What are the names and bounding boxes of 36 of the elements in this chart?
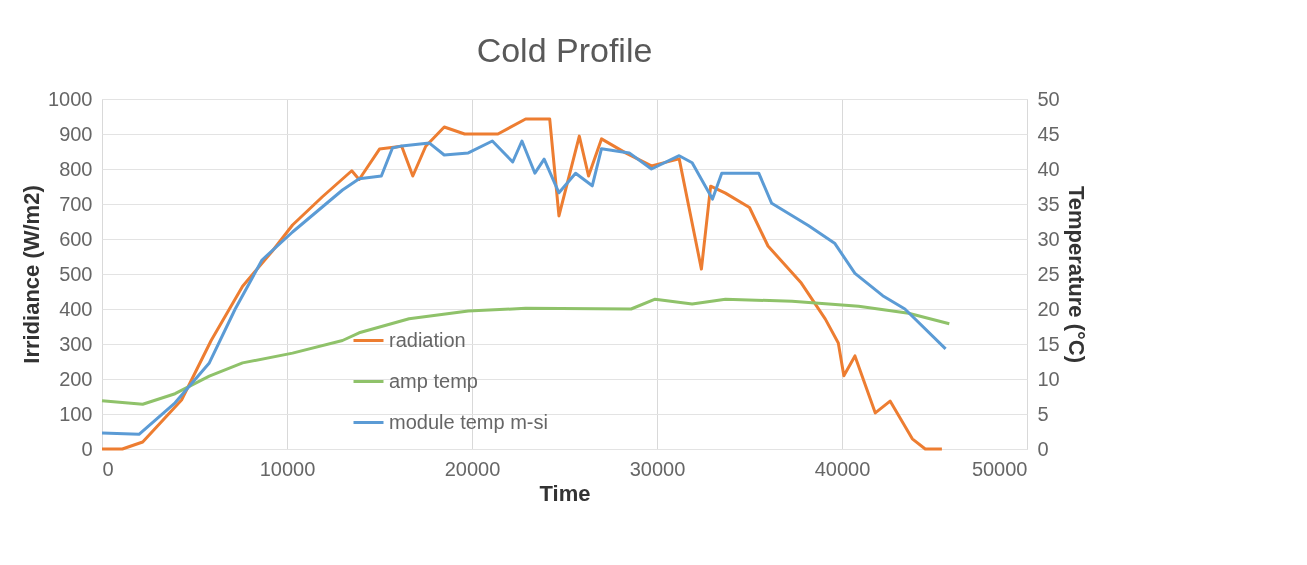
chart-title: Cold Profile bbox=[476, 31, 653, 69]
y-tick-label: 600 bbox=[59, 227, 93, 250]
legend-label: radiation bbox=[389, 328, 466, 351]
y-axis-title: Irridiance (W/m2) bbox=[19, 185, 45, 364]
y2-tick-label: 45 bbox=[1037, 122, 1060, 145]
y-tick-label: 200 bbox=[59, 367, 93, 390]
y-tick-label: 1000 bbox=[48, 87, 93, 110]
x-tick-label: 50000 bbox=[971, 457, 1028, 480]
y2-axis-title: Temperature (°C) bbox=[1063, 185, 1089, 364]
y-tick-label: 800 bbox=[59, 157, 93, 180]
y-tick-label: 400 bbox=[59, 297, 93, 320]
x-tick-label: 20000 bbox=[444, 457, 501, 480]
y2-tick-label: 30 bbox=[1037, 227, 1060, 250]
x-axis-title: Time bbox=[539, 480, 591, 506]
y2-tick-label: 35 bbox=[1037, 192, 1060, 215]
y-tick-label: 500 bbox=[59, 262, 93, 285]
y2-tick-label: 40 bbox=[1037, 157, 1060, 180]
x-tick-label: 30000 bbox=[629, 457, 686, 480]
y2-tick-label: 50 bbox=[1037, 87, 1060, 110]
y-tick-label: 100 bbox=[59, 402, 93, 425]
y2-tick-label: 10 bbox=[1037, 367, 1060, 390]
y-tick-label: 0 bbox=[81, 437, 93, 460]
line-series bbox=[100, 297, 951, 406]
x-tick-label: 10000 bbox=[259, 457, 316, 480]
y2-tick-label: 0 bbox=[1037, 437, 1049, 460]
y-tick-label: 300 bbox=[59, 332, 93, 355]
legend-label: amp temp bbox=[389, 369, 478, 392]
y-tick-label: 900 bbox=[59, 122, 93, 145]
y-tick-label: 700 bbox=[59, 192, 93, 215]
x-tick-label: 40000 bbox=[814, 457, 871, 480]
y2-tick-label: 15 bbox=[1037, 332, 1060, 355]
legend-label: module temp m-si bbox=[389, 410, 548, 433]
y2-tick-label: 5 bbox=[1037, 402, 1049, 425]
x-tick-label: 0 bbox=[102, 457, 114, 480]
y2-tick-label: 25 bbox=[1037, 262, 1060, 285]
y2-tick-label: 20 bbox=[1037, 297, 1060, 320]
